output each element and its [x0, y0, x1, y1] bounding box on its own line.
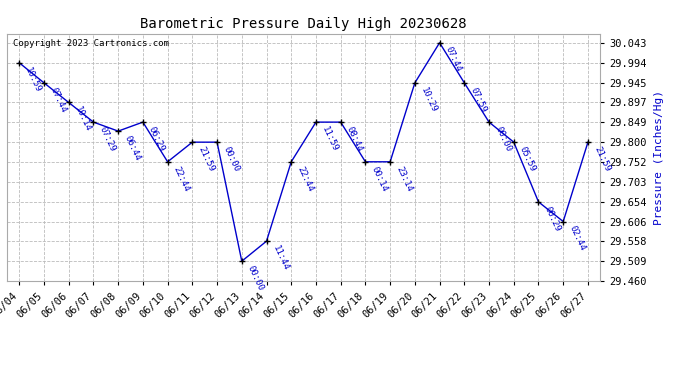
Text: 22:44: 22:44 [172, 165, 191, 193]
Text: 07:29: 07:29 [97, 125, 117, 153]
Text: Copyright 2023 Cartronics.com: Copyright 2023 Cartronics.com [13, 39, 169, 48]
Text: 07:44: 07:44 [444, 45, 463, 74]
Text: 02:44: 02:44 [567, 224, 587, 252]
Text: 06:29: 06:29 [147, 125, 166, 153]
Text: 21:59: 21:59 [197, 145, 216, 173]
Text: 23:14: 23:14 [394, 165, 414, 193]
Title: Barometric Pressure Daily High 20230628: Barometric Pressure Daily High 20230628 [140, 17, 467, 31]
Text: 00:00: 00:00 [221, 145, 241, 173]
Text: 10:59: 10:59 [23, 66, 43, 94]
Text: 22:44: 22:44 [295, 165, 315, 193]
Text: 21:59: 21:59 [592, 145, 611, 173]
Text: 00:00: 00:00 [493, 125, 513, 153]
Text: 00:00: 00:00 [246, 264, 266, 292]
Text: 10:29: 10:29 [419, 86, 439, 114]
Text: 00:14: 00:14 [370, 165, 389, 193]
Text: 10:14: 10:14 [73, 105, 92, 134]
Text: 08:44: 08:44 [345, 125, 364, 153]
Text: 11:59: 11:59 [320, 125, 339, 153]
Y-axis label: Pressure (Inches/Hg): Pressure (Inches/Hg) [653, 90, 664, 225]
Text: 07:59: 07:59 [469, 86, 488, 114]
Text: 07:44: 07:44 [48, 86, 68, 114]
Text: 11:44: 11:44 [270, 244, 290, 272]
Text: 00:29: 00:29 [542, 205, 562, 233]
Text: 06:44: 06:44 [122, 134, 142, 162]
Text: 05:59: 05:59 [518, 145, 538, 173]
